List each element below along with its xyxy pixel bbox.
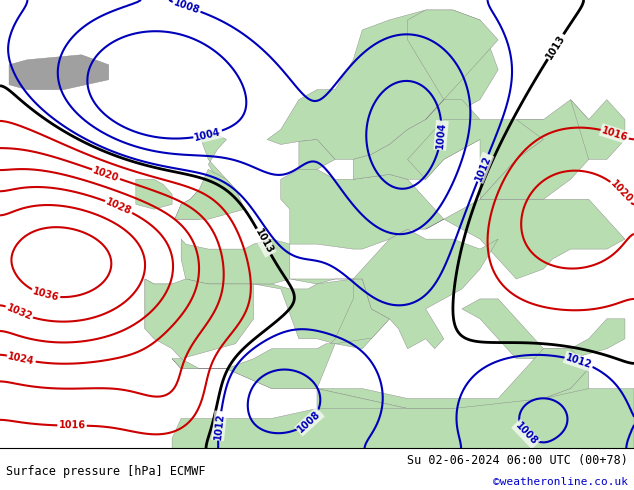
Text: ©weatheronline.co.uk: ©weatheronline.co.uk — [493, 477, 628, 487]
Text: 1012: 1012 — [213, 412, 226, 440]
Text: 1020: 1020 — [608, 179, 634, 205]
Text: 1013: 1013 — [253, 227, 275, 256]
Polygon shape — [145, 279, 389, 349]
Polygon shape — [290, 279, 389, 349]
Polygon shape — [425, 199, 625, 279]
Polygon shape — [408, 10, 498, 120]
Text: 1028: 1028 — [105, 196, 133, 217]
Polygon shape — [172, 389, 634, 448]
Polygon shape — [317, 368, 589, 448]
Text: 1008: 1008 — [296, 409, 323, 435]
Polygon shape — [181, 239, 290, 284]
Text: 1012: 1012 — [473, 153, 493, 182]
Polygon shape — [462, 299, 625, 359]
Text: 1016: 1016 — [58, 420, 86, 431]
Text: 1008: 1008 — [513, 421, 539, 447]
Text: 1032: 1032 — [4, 303, 34, 322]
Text: 1013: 1013 — [544, 32, 567, 61]
Text: 1008: 1008 — [172, 0, 201, 16]
Polygon shape — [480, 99, 589, 199]
Polygon shape — [299, 140, 335, 170]
Text: Surface pressure [hPa] ECMWF: Surface pressure [hPa] ECMWF — [6, 465, 206, 478]
Text: 1036: 1036 — [31, 287, 60, 303]
Polygon shape — [353, 229, 498, 349]
Text: 1024: 1024 — [7, 351, 36, 367]
Polygon shape — [267, 10, 498, 159]
Polygon shape — [145, 279, 254, 359]
Text: 1004: 1004 — [193, 127, 222, 143]
Polygon shape — [408, 120, 543, 199]
Text: 1004: 1004 — [435, 122, 447, 149]
Polygon shape — [172, 343, 335, 389]
Polygon shape — [281, 170, 444, 249]
Polygon shape — [175, 129, 240, 219]
Text: 1020: 1020 — [92, 165, 120, 183]
Text: Su 02-06-2024 06:00 UTC (00+78): Su 02-06-2024 06:00 UTC (00+78) — [407, 454, 628, 467]
Text: 1016: 1016 — [600, 125, 630, 143]
Text: 1012: 1012 — [564, 352, 593, 370]
Polygon shape — [571, 99, 625, 159]
Polygon shape — [175, 170, 245, 219]
Polygon shape — [9, 55, 108, 90]
Polygon shape — [136, 179, 172, 209]
Polygon shape — [172, 349, 589, 409]
Polygon shape — [353, 99, 480, 179]
